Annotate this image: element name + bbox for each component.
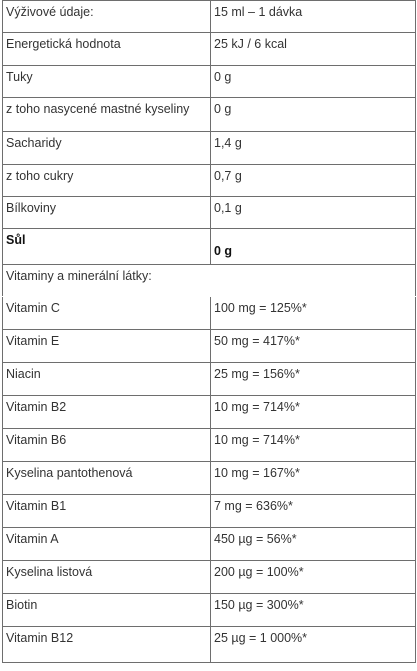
row-label-salt: Sůl [2,228,211,265]
vitamin-value: 7 mg = 636%* [210,494,416,528]
row-value-energy: 25 kJ / 6 kcal [210,32,416,66]
row-label-protein: Bílkoviny [2,196,211,229]
vitamin-label: Vitamin C [2,296,211,330]
row-value-sugars: 0,7 g [210,164,416,197]
table-row: Bílkoviny 0,1 g [2,196,416,229]
table-row: Tuky 0 g [2,65,416,98]
table-row: Vitamin B12 25 µg = 1 000%* [2,626,416,663]
vitamin-label: Biotin [2,593,211,627]
table-row: Kyselina listová 200 µg = 100%* [2,560,416,594]
vitamin-value: 450 µg = 56%* [210,527,416,561]
row-value-saturated-fat: 0 g [210,97,416,132]
vitamin-label: Vitamin A [2,527,211,561]
vitamin-value: 25 mg = 156%* [210,362,416,396]
vitamin-value: 100 mg = 125%* [210,296,416,330]
table-row: Vitamin B1 7 mg = 636%* [2,494,416,528]
vitamin-label: Niacin [2,362,211,396]
vitamin-value: 200 µg = 100%* [210,560,416,594]
header-value: 15 ml – 1 dávka [210,0,416,33]
vitamin-value: 10 mg = 714%* [210,428,416,462]
table-row: Niacin 25 mg = 156%* [2,362,416,396]
table-row: Vitaminy a minerální látky: [2,264,416,297]
table-row: Energetická hodnota 25 kJ / 6 kcal [2,32,416,66]
row-value-protein: 0,1 g [210,196,416,229]
table-row: z toho nasycené mastné kyseliny 0 g [2,97,416,132]
row-label-energy: Energetická hodnota [2,32,211,66]
vitamin-label: Kyselina pantothenová [2,461,211,495]
row-label-sugars: z toho cukry [2,164,211,197]
row-value-salt: 0 g [210,228,416,265]
table-row: Biotin 150 µg = 300%* [2,593,416,627]
row-value-fat: 0 g [210,65,416,98]
table-row: z toho cukry 0,7 g [2,164,416,197]
table-row: Kyselina pantothenová 10 mg = 167%* [2,461,416,495]
vitamin-label: Vitamin B12 [2,626,211,663]
vitamin-value: 10 mg = 167%* [210,461,416,495]
table-row: Sacharidy 1,4 g [2,131,416,165]
row-label-saturated-fat: z toho nasycené mastné kyseliny [2,97,211,132]
table-row: Vitamin A 450 µg = 56%* [2,527,416,561]
table-row: Vitamin C 100 mg = 125%* [2,296,416,330]
row-label-carbohydrates: Sacharidy [2,131,211,165]
vitamin-label: Vitamin B1 [2,494,211,528]
vitamin-label: Vitamin B6 [2,428,211,462]
table-row: Vitamin B2 10 mg = 714%* [2,395,416,429]
vitamin-value: 150 µg = 300%* [210,593,416,627]
vitamin-label: Vitamin E [2,329,211,363]
header-label: Výživové údaje: [2,0,211,33]
row-value-carbohydrates: 1,4 g [210,131,416,165]
vitamin-value: 10 mg = 714%* [210,395,416,429]
table-row: Výživové údaje: 15 ml – 1 dávka [2,0,416,33]
vitamin-value: 50 mg = 417%* [210,329,416,363]
section-title: Vitaminy a minerální látky: [2,264,416,297]
vitamin-label: Kyselina listová [2,560,211,594]
table-row: Sůl 0 g [2,228,416,265]
table-row: Vitamin B6 10 mg = 714%* [2,428,416,462]
vitamin-value: 25 µg = 1 000%* [210,626,416,663]
table-row: Vitamin E 50 mg = 417%* [2,329,416,363]
row-label-fat: Tuky [2,65,211,98]
vitamin-label: Vitamin B2 [2,395,211,429]
